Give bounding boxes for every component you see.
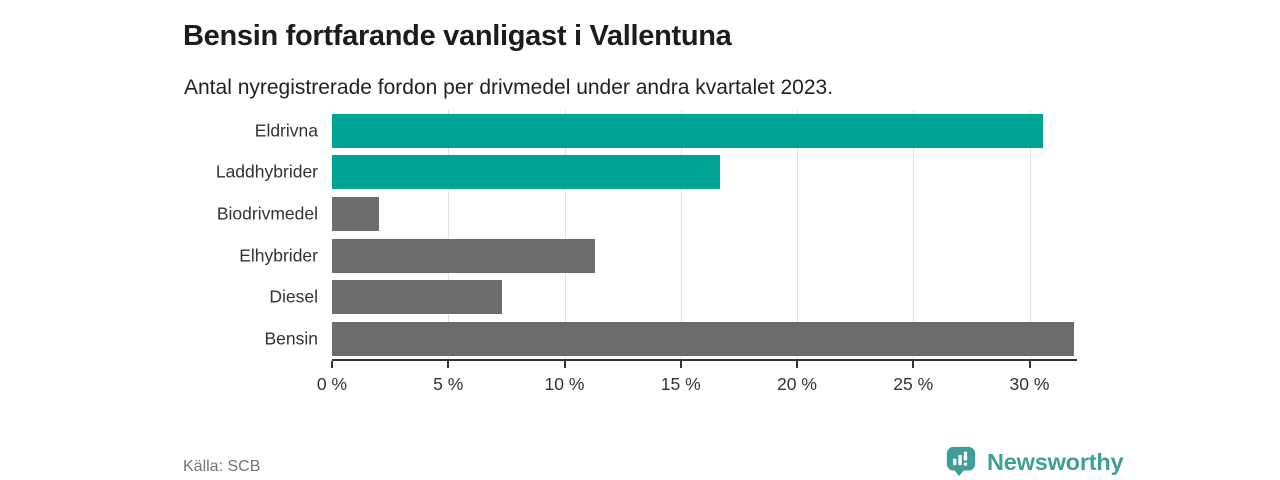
axis-tick-label: 5 %	[433, 374, 464, 394]
bar	[332, 113, 1044, 148]
bar-row: Biodrivmedel	[217, 193, 1076, 235]
newsworthy-logo-icon	[946, 446, 976, 477]
axis-tick	[563, 361, 566, 368]
bar-row: Diesel	[269, 277, 1076, 319]
axis-tick	[679, 361, 682, 368]
axis-tick-label: 20 %	[777, 374, 817, 394]
axis-tick	[912, 361, 915, 368]
category-label: Eldrivna	[254, 120, 318, 141]
source-note: Källa: SCB	[183, 458, 261, 475]
newsworthy-logo-text: Newsworthy	[987, 448, 1124, 475]
category-label: Elhybrider	[239, 245, 318, 266]
bar-row: Eldrivna	[255, 110, 1076, 152]
axis-tick	[331, 361, 333, 368]
chart-subtitle: Antal nyregistrerade fordon per drivmede…	[184, 76, 834, 99]
category-label: Diesel	[269, 286, 318, 307]
axis-tick-label: 10 %	[544, 374, 585, 394]
gridline	[913, 110, 915, 360]
axis-tick-label: 30 %	[1009, 374, 1050, 394]
gridline	[797, 110, 798, 360]
axis-tick-label: 15 %	[660, 374, 701, 394]
bar	[332, 238, 595, 273]
bar	[332, 280, 502, 315]
x-axis-line	[332, 359, 1077, 361]
gridline	[680, 110, 682, 360]
bar	[332, 155, 721, 190]
category-label: Biodrivmedel	[216, 203, 318, 224]
axis-tick-label: 25 %	[893, 374, 934, 394]
axis-tick-label: 0 %	[316, 374, 348, 394]
bar-row: Laddhybrider	[216, 152, 1076, 194]
plot-area: Eldrivna Laddhybrider Biodrivmedel Elhybrid…	[216, 110, 1076, 360]
axis-tick	[796, 361, 798, 368]
gridline	[448, 110, 450, 360]
bar-row: Elhybrider	[239, 235, 1076, 277]
newsworthy-logo: Newsworthy	[944, 445, 1124, 479]
axis-tick	[1028, 361, 1031, 368]
bar	[332, 197, 379, 232]
chart-title: Bensin fortfarande vanligast i Vallentun…	[183, 20, 732, 53]
gridline	[564, 110, 566, 360]
category-label: Laddhybrider	[215, 161, 318, 182]
bar	[332, 322, 1074, 357]
axis-tick	[447, 361, 450, 368]
gridline	[1029, 110, 1031, 360]
category-label: Bensin	[264, 328, 318, 349]
bar-row: Bensin	[264, 318, 1076, 360]
